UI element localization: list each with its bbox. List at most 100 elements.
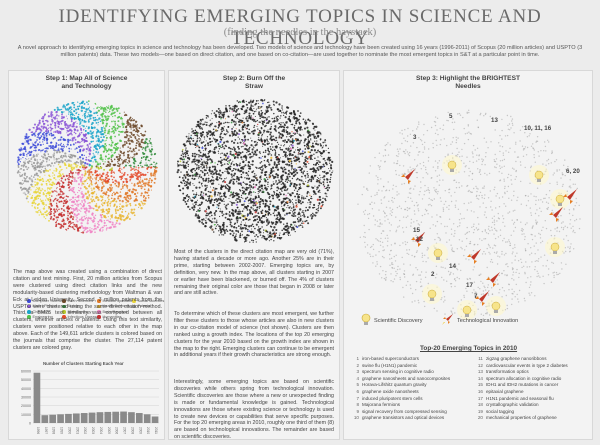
topic-number: 10	[353, 415, 359, 421]
legend-swatch	[27, 304, 31, 309]
lightbulb-icon	[457, 300, 477, 320]
topic-number: 5	[356, 382, 359, 388]
step2-text-1: Most of the clusters in the direct citat…	[174, 249, 334, 297]
topic-name: induced pluripotent stem cells	[362, 395, 423, 401]
topic-number: 17	[477, 395, 483, 401]
histogram-bar	[57, 414, 64, 423]
key-innovation: Technological Innovation	[457, 318, 519, 324]
needle-label: 3	[413, 134, 417, 141]
topic-name: H1N1 pandemic and seasonal flu	[486, 395, 554, 401]
topic-name: IDH1 and IDH2 mutations in cancer	[486, 382, 559, 388]
topic-item: 17 H1N1 pandemic and seasonal flu	[470, 396, 568, 403]
topic-number: 6	[356, 388, 359, 394]
legend-item: Health Sciences	[97, 304, 132, 309]
needle-label: 12	[416, 236, 423, 243]
legend-label: Earth Sciences	[67, 299, 94, 303]
intro-text: A novel approach to identifying emerging…	[17, 45, 583, 59]
histogram-bar	[65, 413, 72, 423]
step2-text-2: To determine which of these clusters are…	[174, 311, 334, 359]
x-tick-label: 2002	[83, 427, 87, 434]
y-tick-label: 0	[29, 422, 31, 426]
topic-number: 1	[356, 356, 359, 361]
topic-item: 12 cardiovascular events in type 2 diabet…	[470, 363, 568, 370]
key-discovery: Scientific Discovery	[374, 318, 423, 324]
topic-name: graphene transistors and optical devices	[362, 415, 445, 421]
legend-item: Medical Specialties	[97, 299, 135, 304]
topic-number: 4	[356, 375, 359, 381]
topic-item: 20 mechanical properties of graphene	[470, 415, 568, 422]
rocket-icon	[561, 189, 577, 205]
map-legend: Computer Science Math / Physics Chemistry E…	[27, 299, 167, 321]
rocket-icon	[547, 207, 563, 223]
legend-swatch	[97, 299, 101, 303]
legend-swatch	[27, 315, 31, 319]
step2-text-3: Interestingly, some emerging topics are …	[174, 379, 334, 441]
x-tick-label: 2010	[146, 427, 150, 434]
lightbulb-icon	[486, 296, 506, 316]
topic-name: swine flu (H1N1) pandemic	[362, 362, 418, 368]
needle-label: 6, 20	[566, 168, 580, 175]
histogram-bar	[143, 414, 151, 423]
legend-label: Medical Specialties	[102, 299, 136, 303]
y-tick-label: 10000	[21, 413, 31, 417]
x-tick-label: 1998	[52, 427, 56, 434]
legend-swatch	[97, 304, 101, 309]
histogram-bar	[33, 372, 41, 423]
topic-name: epitaxial graphene	[486, 388, 524, 394]
legend-swatch	[62, 304, 66, 309]
page-title: IDENTIFYING EMERGING TOPICS IN SCIENCE A…	[58, 6, 542, 49]
topic-number: 13	[477, 369, 483, 375]
topic-item: 18 crystallographic validation	[470, 402, 568, 409]
legend-item: Infectious Disease	[62, 315, 99, 320]
rocket-icon	[484, 272, 500, 288]
step1-text: The map above was created using a combin…	[13, 269, 162, 351]
topic-number: 2	[356, 362, 359, 368]
rocket-icon	[473, 291, 489, 307]
topic-item: 19 social tagging	[470, 409, 568, 416]
lightbulb-icon	[550, 189, 570, 209]
needle-label: 15	[413, 227, 420, 234]
histogram-bar	[41, 415, 49, 423]
legend-label: Engineering	[32, 315, 53, 320]
x-tick-label: 2008	[130, 427, 134, 434]
topic-number: 20	[477, 415, 483, 421]
top20-list-left: 1 iron-based superconductors 2 swine flu (H…	[346, 356, 450, 422]
legend-swatch	[132, 299, 136, 303]
legend-swatch	[62, 299, 66, 303]
histogram-bar	[96, 412, 104, 423]
histogram-title: Number of Clusters Starting Each Year	[43, 361, 124, 366]
legend-item: Patents	[132, 304, 167, 309]
needle-label: 2	[431, 271, 435, 278]
lightbulb-icon	[442, 155, 462, 175]
step1-title: Step 1: Map All of Science and Technolog…	[45, 75, 128, 90]
legend-item: Computer Science	[27, 299, 64, 304]
topic-number: 19	[477, 408, 483, 414]
topic-name: crystallographic validation	[486, 402, 539, 408]
rocket-icon	[465, 249, 481, 265]
topic-name: cardiovascular events in type 2 diabetes	[486, 362, 568, 368]
topic-item: 8 Majorana fermions	[346, 402, 450, 409]
x-tick-label: 1997	[44, 427, 48, 434]
topic-item: 3 spectrum sensing in cognitive radio	[346, 369, 450, 376]
topic-item: 11 zigzag graphene nanoribbons	[470, 356, 568, 363]
lightbulb-icon	[428, 243, 448, 263]
topic-number: 8	[356, 402, 359, 408]
legend-item: Chemistry	[27, 310, 62, 315]
legend-item: Biology	[62, 304, 97, 309]
legend-label: Infectious Disease	[67, 315, 99, 320]
legend-item: Biotechnology	[62, 310, 97, 315]
lightbulb-icon	[422, 284, 442, 304]
legend-label: Computer Science	[32, 299, 64, 303]
histogram-bar	[80, 413, 88, 423]
topic-item: 7 induced pluripotent stem cells	[346, 396, 450, 403]
legend-label: Humanities	[102, 315, 122, 320]
y-tick-label: 30000	[21, 396, 31, 400]
legend-item: Earth Sciences	[62, 299, 97, 304]
y-tick-label: 50000	[21, 378, 31, 382]
x-tick-label: 1996	[36, 427, 40, 434]
lightbulb-icon	[545, 237, 565, 257]
y-tick-label: 60000	[21, 370, 31, 374]
topic-name: signal recovery from compressed sensing	[362, 408, 447, 414]
legend-label: Social Sciences	[137, 299, 165, 303]
histogram-bar	[128, 412, 135, 423]
